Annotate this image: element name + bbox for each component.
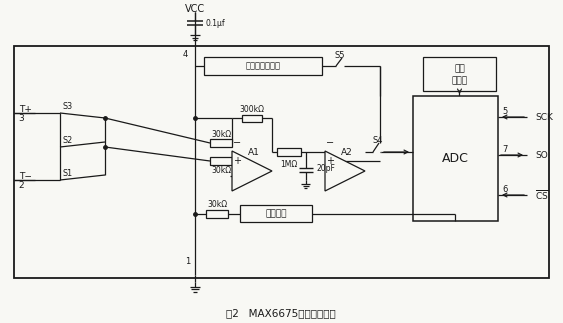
Text: 0.1μf: 0.1μf <box>206 18 226 27</box>
Text: ADC: ADC <box>442 152 469 165</box>
Text: T−: T− <box>19 172 32 181</box>
Text: −: − <box>326 138 334 148</box>
Bar <box>210 157 232 165</box>
Text: VCC: VCC <box>185 4 205 14</box>
Text: A1: A1 <box>248 148 260 157</box>
Bar <box>210 139 232 147</box>
Polygon shape <box>325 151 365 191</box>
Text: 4: 4 <box>183 49 188 58</box>
Text: T+: T+ <box>19 105 32 113</box>
Text: +: + <box>233 156 241 166</box>
Text: 参考电压: 参考电压 <box>265 209 287 218</box>
Text: 300kΩ: 300kΩ <box>239 105 265 113</box>
Text: $\overline{\mathrm{CS}}$: $\overline{\mathrm{CS}}$ <box>535 188 549 202</box>
Polygon shape <box>232 151 272 191</box>
Text: 图2   MAX6675内部结构框图: 图2 MAX6675内部结构框图 <box>226 308 336 318</box>
Text: −: − <box>233 138 241 148</box>
Bar <box>240 205 312 222</box>
Text: A2: A2 <box>341 148 353 157</box>
Text: 数字: 数字 <box>454 65 465 74</box>
Text: 控制器: 控制器 <box>452 77 467 86</box>
Text: 5: 5 <box>502 107 507 116</box>
Text: SO: SO <box>535 151 548 160</box>
Text: 1: 1 <box>185 257 190 266</box>
Bar <box>277 148 301 156</box>
Text: 1MΩ: 1MΩ <box>280 160 298 169</box>
Bar <box>423 57 496 91</box>
Text: S1: S1 <box>63 169 73 178</box>
Text: 冷端补偿二极管: 冷端补偿二极管 <box>245 61 280 70</box>
Text: 20pF: 20pF <box>317 163 336 172</box>
Bar <box>413 96 498 221</box>
Bar <box>206 210 228 217</box>
Bar <box>204 57 322 75</box>
Text: 3: 3 <box>18 113 24 122</box>
Text: 2: 2 <box>18 181 24 190</box>
Text: S3: S3 <box>63 101 73 110</box>
Bar <box>14 46 549 278</box>
Text: S2: S2 <box>63 136 73 144</box>
Text: 30kΩ: 30kΩ <box>211 165 231 174</box>
Text: S4: S4 <box>373 136 383 144</box>
Text: 30kΩ: 30kΩ <box>207 200 227 209</box>
Text: 30kΩ: 30kΩ <box>211 130 231 139</box>
Text: 6: 6 <box>502 184 507 193</box>
Text: +: + <box>326 156 334 166</box>
Bar <box>242 115 262 122</box>
Text: SCK: SCK <box>535 112 553 121</box>
Text: S5: S5 <box>335 50 345 59</box>
Text: 7: 7 <box>502 144 507 153</box>
